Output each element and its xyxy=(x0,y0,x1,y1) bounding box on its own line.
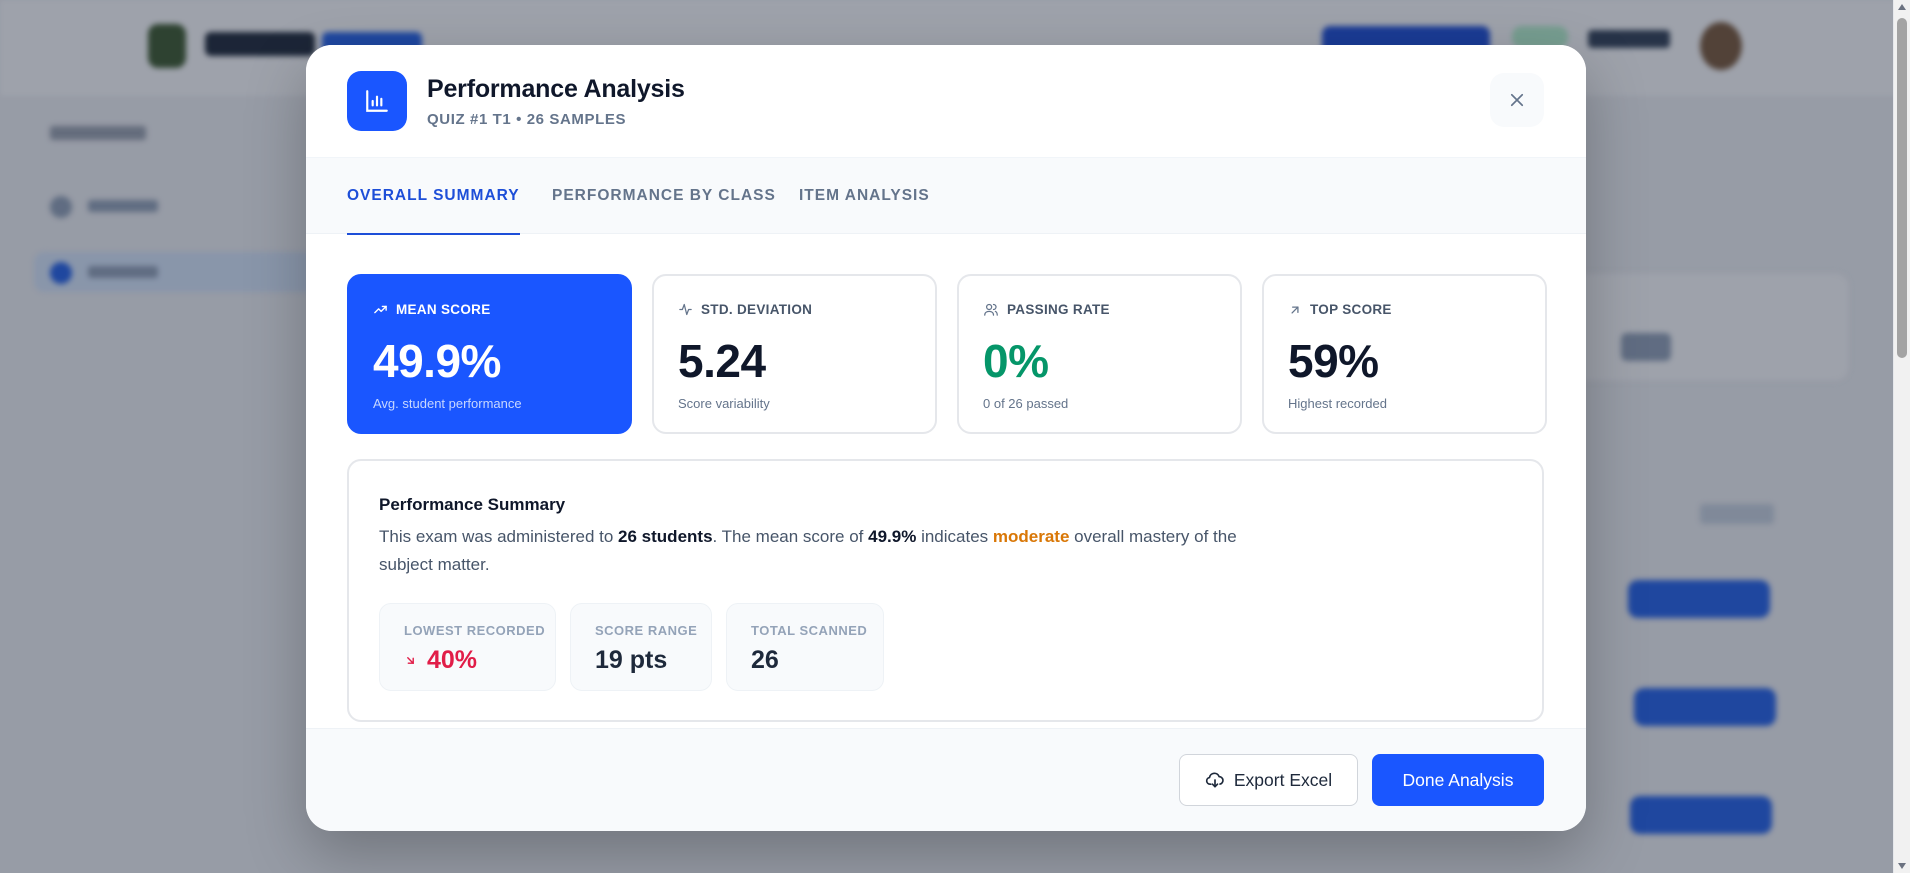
background-sidebar-icon xyxy=(50,196,72,218)
background-brand xyxy=(205,32,315,56)
stat-label: PASSING RATE xyxy=(1007,302,1110,317)
metric-lowest-recorded: LOWEST RECORDED 40% xyxy=(379,603,556,691)
metric-label: SCORE RANGE xyxy=(595,623,698,638)
summary-text-part: This exam was administered to xyxy=(379,527,619,546)
summary-title: Performance Summary xyxy=(379,495,566,514)
scrollbar-thumb[interactable] xyxy=(1897,18,1907,358)
stat-label-row: PASSING RATE xyxy=(983,302,1110,317)
tab-performance-by-class[interactable]: PERFORMANCE BY CLASS xyxy=(552,187,776,204)
activity-icon xyxy=(679,303,692,316)
background-sidebar-icon xyxy=(50,262,72,284)
stat-label: MEAN SCORE xyxy=(396,302,491,317)
background-sidebar-title xyxy=(50,126,146,140)
scroll-up-arrow-icon[interactable] xyxy=(1898,4,1906,10)
performance-summary-card: Performance Summary This exam was admini… xyxy=(347,459,1544,722)
performance-analysis-modal: Performance Analysis QUIZ #1 T1 • 26 SAM… xyxy=(306,45,1586,831)
users-icon xyxy=(984,303,998,316)
done-analysis-button[interactable]: Done Analysis xyxy=(1372,754,1544,806)
metric-score-range: SCORE RANGE 19 pts xyxy=(570,603,712,691)
summary-text-part: overall mastery of the subject matter. xyxy=(379,527,1237,574)
stat-card-std-deviation: STD. DEVIATION 5.24 Score variability xyxy=(652,274,937,434)
modal-title: Performance Analysis xyxy=(427,75,685,103)
background-sidebar-item xyxy=(34,186,214,226)
background-row-button xyxy=(1634,688,1776,726)
tab-overall-summary[interactable]: OVERALL SUMMARY xyxy=(347,158,520,235)
background-sidebar-item-active xyxy=(34,252,334,292)
background-card-chip xyxy=(1621,333,1671,361)
stat-card-top-score: TOP SCORE 59% Highest recorded xyxy=(1262,274,1547,434)
arrow-up-right-icon xyxy=(1291,305,1299,314)
background-user-name xyxy=(1588,30,1670,48)
stat-label: TOP SCORE xyxy=(1310,302,1392,317)
metric-total-scanned: TOTAL SCANNED 26 xyxy=(726,603,884,691)
stat-label: STD. DEVIATION xyxy=(701,302,813,317)
stat-label-row: TOP SCORE xyxy=(1288,302,1392,317)
modal-footer: Export Excel Done Analysis xyxy=(306,728,1586,831)
stat-caption: 0 of 26 passed xyxy=(983,396,1069,411)
stat-value: 49.9% xyxy=(373,335,501,387)
stat-caption: Avg. student performance xyxy=(373,396,522,411)
close-button[interactable] xyxy=(1490,73,1544,127)
export-excel-button[interactable]: Export Excel xyxy=(1179,754,1358,806)
background-status-pill xyxy=(1512,26,1568,48)
summary-text-part: indicates xyxy=(916,527,993,546)
summary-mastery-level: moderate xyxy=(992,527,1070,546)
summary-text-part: . The mean score of xyxy=(712,527,869,546)
export-excel-label: Export Excel xyxy=(1233,769,1333,790)
metric-value: 26 xyxy=(751,646,779,674)
close-icon xyxy=(1510,93,1524,107)
stat-card-passing-rate: PASSING RATE 0% 0 of 26 passed xyxy=(957,274,1242,434)
background-tag xyxy=(1700,504,1774,524)
metric-value: 19 pts xyxy=(595,646,668,674)
tab-item-analysis[interactable]: ITEM ANALYSIS xyxy=(799,187,930,204)
stat-caption: Highest recorded xyxy=(1288,396,1387,411)
trending-up-icon xyxy=(374,305,387,314)
background-row-button xyxy=(1628,580,1770,618)
metric-label: TOTAL SCANNED xyxy=(751,623,868,638)
background-sidebar-label xyxy=(88,266,158,278)
background-logo xyxy=(148,24,186,68)
arrow-down-right-icon xyxy=(407,657,414,664)
metric-label: LOWEST RECORDED xyxy=(404,623,546,638)
stat-label-row: STD. DEVIATION xyxy=(678,302,812,317)
scroll-down-arrow-icon[interactable] xyxy=(1898,863,1906,869)
stat-label-row: MEAN SCORE xyxy=(373,302,491,317)
metric-value: 40% xyxy=(427,646,478,674)
modal-subtitle: QUIZ #1 T1 • 26 SAMPLES xyxy=(427,111,627,128)
summary-mean: 49.9% xyxy=(868,527,917,546)
stat-value: 5.24 xyxy=(678,335,766,387)
cloud-download-icon xyxy=(1205,772,1224,788)
stat-value: 0% xyxy=(983,335,1049,387)
background-card xyxy=(1560,272,1850,382)
metric-value-row: 40% xyxy=(404,646,477,675)
summary-students: 26 students xyxy=(618,527,713,546)
summary-text: This exam was administered to 26 student… xyxy=(379,523,1249,579)
tab-bar: OVERALL SUMMARY PERFORMANCE BY CLASS ITE… xyxy=(306,157,1586,235)
modal-header: Performance Analysis QUIZ #1 T1 • 26 SAM… xyxy=(306,45,1586,157)
background-avatar xyxy=(1700,22,1742,70)
stat-caption: Score variability xyxy=(678,396,770,411)
background-row-button xyxy=(1630,796,1772,834)
stat-card-mean-score: MEAN SCORE 49.9% Avg. student performanc… xyxy=(347,274,632,434)
bar-chart-icon xyxy=(347,71,407,131)
page-scrollbar[interactable] xyxy=(1893,0,1910,873)
stat-value: 59% xyxy=(1288,335,1379,387)
background-sidebar-label xyxy=(88,200,158,212)
